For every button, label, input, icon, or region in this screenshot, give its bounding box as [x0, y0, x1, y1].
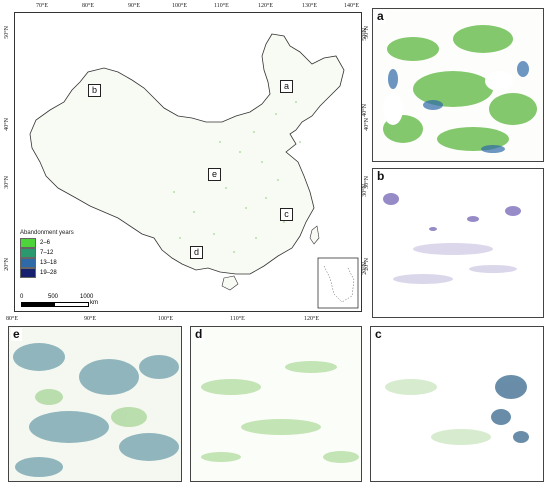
region-label-d[interactable]: d — [190, 246, 203, 259]
scalebar-label-0: 0 — [20, 294, 24, 300]
legend-title: Abandonment years — [20, 230, 74, 236]
lon-tick-80: 80°E — [82, 3, 95, 9]
panel-b-label: b — [375, 169, 387, 183]
region-label-c[interactable]: c — [280, 208, 293, 221]
legend: Abandonment years 2–6 7–12 13–18 19–28 — [20, 230, 110, 278]
bottom-lon-120: 120°E — [304, 316, 320, 322]
lon-tick-90: 90°E — [128, 3, 141, 9]
bottom-lon-80: 80°E — [6, 316, 19, 322]
panel-e-label: e — [11, 327, 22, 341]
lat-tick-left-50: 50°N — [4, 26, 10, 39]
china-outline — [29, 33, 345, 275]
main-map — [14, 12, 362, 312]
legend-label: 13–18 — [40, 260, 57, 266]
legend-item: 7–12 — [20, 248, 110, 258]
lat-tick-left-20: 20°N — [4, 258, 10, 271]
region-label-e[interactable]: e — [208, 168, 221, 181]
main-map-frame — [14, 12, 362, 312]
scalebar: 0 500 1000 km — [20, 294, 120, 310]
lon-tick-100: 100°E — [172, 3, 188, 9]
lon-tick-140: 140°E — [344, 3, 360, 9]
panel-b: b — [372, 168, 544, 318]
panel-d-image — [191, 327, 361, 481]
region-label-a[interactable]: a — [280, 80, 293, 93]
panel-a-lat-50: 50°N — [362, 28, 368, 41]
scalebar-bar — [21, 302, 89, 307]
lon-tick-130: 130°E — [302, 3, 318, 9]
scalebar-label-1000: 1000 — [80, 294, 94, 300]
panel-e: e — [8, 326, 182, 482]
lon-tick-70: 70°E — [36, 3, 49, 9]
panel-a-image — [373, 9, 543, 161]
bottom-lon-90: 90°E — [84, 316, 97, 322]
lon-tick-110: 110°E — [214, 3, 229, 9]
bottom-lon-100: 100°E — [158, 316, 174, 322]
legend-swatch — [20, 238, 36, 248]
panel-b-lat-30: 30°N — [362, 184, 368, 197]
panel-c-label: c — [373, 327, 384, 341]
legend-swatch — [20, 248, 36, 258]
legend-label: 2–6 — [40, 240, 51, 246]
panel-e-image — [9, 327, 181, 481]
scalebar-label-500: 500 — [48, 294, 59, 300]
legend-item: 2–6 — [20, 238, 110, 248]
panel-d-label: d — [193, 327, 205, 341]
panel-b-image — [373, 169, 543, 317]
panel-a-lat-40: 40°N — [362, 104, 368, 117]
legend-swatch — [20, 268, 36, 278]
lat-tick-right-40: 40°N — [364, 118, 370, 131]
scalebar-unit: km — [90, 300, 98, 306]
panel-c-image — [371, 327, 543, 481]
panel-a-label: a — [375, 9, 386, 23]
legend-swatch — [20, 258, 36, 268]
legend-label: 19–28 — [40, 270, 57, 276]
legend-label: 7–12 — [40, 250, 54, 256]
lon-tick-120: 120°E — [258, 3, 274, 9]
panel-b-lat-20: 20°N — [362, 262, 368, 275]
panel-c: c — [370, 326, 544, 482]
legend-item: 13–18 — [20, 258, 110, 268]
region-label-b[interactable]: b — [88, 84, 101, 97]
panel-d: d — [190, 326, 362, 482]
legend-item: 19–28 — [20, 268, 110, 278]
panel-a: a — [372, 8, 544, 162]
lat-tick-left-30: 30°N — [4, 176, 10, 189]
bottom-lon-110: 110°E — [230, 316, 245, 322]
lat-tick-left-40: 40°N — [4, 118, 10, 131]
